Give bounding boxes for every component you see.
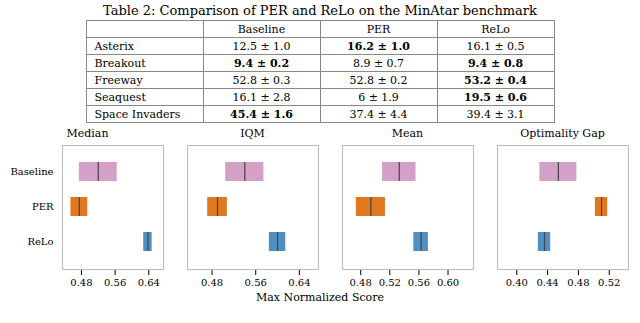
svg-text:0.64: 0.64 (288, 277, 310, 288)
html-text:Median: Median (66, 127, 109, 140)
html-text:53.2 ± 0.4: 53.2 ± 0.4 (464, 73, 527, 87)
html-text:6 ± 1.9: 6 ± 1.9 (358, 90, 399, 104)
svg-text:Baseline: Baseline (10, 166, 53, 177)
html-text:19.5 ± 0.6: 19.5 ± 0.6 (464, 90, 527, 104)
svg-text:ReLo: ReLo (27, 236, 53, 247)
html-text:IQM: IQM (240, 127, 265, 140)
html-text:8.9 ± 0.7: 8.9 ± 0.7 (352, 56, 405, 70)
html-text:9.4 ± 0.2: 9.4 ± 0.2 (233, 56, 290, 70)
html-text:16.1 ± 0.5: 16.1 ± 0.5 (466, 39, 525, 53)
svg-text:0.52: 0.52 (598, 277, 620, 288)
svg-text:0.64: 0.64 (138, 277, 160, 288)
html-text:39.4 ± 3.1: 39.4 ± 3.1 (466, 107, 525, 121)
svg-text:0.48: 0.48 (70, 277, 92, 288)
html-text:Max Normalized Score: Max Normalized Score (256, 291, 384, 304)
html-text:PER: PER (366, 22, 391, 36)
html-text:Breakout: Breakout (94, 56, 146, 70)
html-text:Table 2: Comparison of PER and: Table 2: Comparison of PER and ReLo on t… (103, 3, 537, 18)
html-text:12.5 ± 1.0: 12.5 ± 1.0 (232, 39, 291, 53)
svg-text:0.56: 0.56 (245, 277, 267, 288)
html-text:Space Invaders: Space Invaders (94, 107, 181, 121)
svg-text:0.60: 0.60 (437, 277, 459, 288)
html-text:52.8 ± 0.3: 52.8 ± 0.3 (232, 73, 291, 87)
html-text:Asterix: Asterix (94, 39, 134, 53)
html-text:9.4 ± 0.8: 9.4 ± 0.8 (467, 56, 524, 70)
html-text:52.8 ± 0.2: 52.8 ± 0.2 (349, 73, 408, 87)
svg-text:0.48: 0.48 (350, 277, 372, 288)
svg-text:0.40: 0.40 (506, 277, 528, 288)
html-text:ReLo: ReLo (481, 22, 510, 36)
html-text:Optimality Gap: Optimality Gap (520, 127, 605, 140)
svg-text:0.56: 0.56 (104, 277, 126, 288)
svg-text:PER: PER (32, 201, 54, 212)
svg-text:0.56: 0.56 (408, 277, 430, 288)
html-text:16.1 ± 2.8: 16.1 ± 2.8 (232, 90, 291, 104)
html-text:Freeway: Freeway (94, 73, 143, 87)
html-text:37.4 ± 4.4: 37.4 ± 4.4 (349, 107, 408, 121)
html-text:16.2 ± 1.0: 16.2 ± 1.0 (347, 39, 410, 53)
svg-text:0.48: 0.48 (201, 277, 223, 288)
html-text:Baseline: Baseline (237, 22, 286, 36)
html-text:45.4 ± 1.6: 45.4 ± 1.6 (230, 107, 293, 121)
svg-text:0.52: 0.52 (379, 277, 401, 288)
svg-text:0.48: 0.48 (567, 277, 589, 288)
html-text:Seaquest: Seaquest (94, 90, 146, 104)
html-text:Mean: Mean (391, 127, 424, 140)
svg-text:0.44: 0.44 (536, 277, 558, 288)
